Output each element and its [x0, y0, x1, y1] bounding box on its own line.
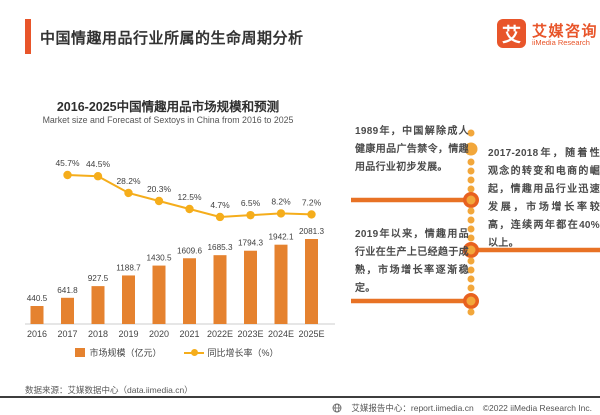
- bar-value-2025E: 2081.3: [299, 227, 324, 236]
- logo-glyph: 艾: [501, 25, 521, 46]
- x-tick-2020: 2020: [149, 329, 169, 339]
- title-accent-bar: [25, 19, 31, 54]
- bar-value-2021: 1609.6: [177, 246, 202, 255]
- logo-name-en: iiMedia Research: [532, 38, 590, 47]
- bar-2020: [152, 265, 166, 324]
- growth-dot-2018: [93, 172, 103, 181]
- growth-label-2022E: 4.7%: [210, 200, 230, 210]
- data-source-note: 数据来源：艾媒数据中心（data.iimedia.cn）: [25, 385, 193, 395]
- growth-dot-2019: [124, 188, 133, 198]
- legend-item-growth-rate: 同比增长率（%）: [183, 346, 279, 359]
- x-tick-2023E: 2023E: [237, 329, 263, 339]
- bar-2017: [61, 297, 74, 324]
- growth-dot-2025E: [307, 210, 316, 219]
- growth-label-2021: 12.5%: [177, 192, 202, 202]
- timeline-dot-chain: [463, 129, 479, 316]
- footer-right: 艾媒报告中心：report.iimedia.cn ©2022 iiMedia R…: [332, 402, 592, 414]
- growth-label-2024E: 8.2%: [271, 196, 291, 206]
- bar-2025E: [305, 239, 318, 324]
- growth-dot-2020: [154, 196, 164, 206]
- x-tick-2021: 2021: [179, 329, 199, 339]
- bar-value-2022E: 1685.3: [207, 243, 232, 252]
- chart-title: 2016-2025中国情趣用品市场规模和预测: [56, 100, 280, 114]
- x-tick-2016: 2016: [27, 329, 47, 339]
- growth-label-2025E: 7.2%: [302, 197, 322, 207]
- x-tick-2019: 2019: [118, 329, 138, 339]
- bar-swatch-icon: [75, 348, 86, 357]
- bar-value-2019: 1188.7: [116, 263, 141, 272]
- legend-label-market-size: 市场规模（亿元）: [89, 348, 162, 358]
- copyright-text: ©2022 iiMedia Research Inc.: [482, 403, 592, 413]
- footer-divider: [0, 396, 600, 398]
- growth-label-2017: 45.7%: [55, 158, 80, 168]
- growth-label-2019: 28.2%: [116, 176, 141, 186]
- page-title: 中国情趣用品行业所属的生命周期分析: [40, 30, 304, 47]
- bar-value-2023E: 1794.3: [238, 239, 263, 248]
- chart-legend: 市场规模（亿元） 同比增长率（%）: [10, 346, 344, 359]
- growth-dot-2021: [185, 204, 194, 214]
- annotation-2017-2018: 2017-2018年，随着性观念的转变和电商的崛起，情趣用品行业迅速发展，市场增…: [488, 148, 600, 249]
- bar-2022E: [213, 255, 227, 324]
- bar-2019: [122, 275, 135, 324]
- line-swatch-icon: [183, 349, 204, 356]
- bar-2016: [30, 306, 44, 324]
- bar-2024E: [274, 244, 288, 324]
- growth-label-2018: 44.5%: [86, 159, 111, 169]
- bar-value-2018: 927.5: [88, 274, 109, 283]
- x-tick-2022E: 2022E: [207, 329, 233, 339]
- growth-label-2020: 20.3%: [147, 184, 172, 194]
- growth-dot-2023E: [246, 210, 255, 220]
- iimedia-logo-icon: 艾: [497, 19, 526, 48]
- bar-value-2017: 641.8: [57, 286, 78, 295]
- x-tick-2018: 2018: [88, 329, 108, 339]
- globe-icon: [332, 403, 342, 413]
- x-tick-2025E: 2025E: [298, 329, 324, 339]
- report-center-link: 艾媒报告中心：report.iimedia.cn: [351, 403, 474, 413]
- annotation-2019: 2019年以来，情趣用品行业在生产上已经趋于成熟，市场增长率逐渐稳定。: [355, 229, 469, 294]
- bar-value-2024E: 1942.1: [268, 233, 293, 242]
- bar-2021: [183, 258, 196, 324]
- legend-label-growth-rate: 同比增长率（%）: [207, 348, 279, 358]
- growth-label-2023E: 6.5%: [241, 198, 261, 208]
- x-tick-2024E: 2024E: [268, 329, 294, 339]
- bar-value-2016: 440.5: [27, 294, 48, 303]
- chart-subtitle: Market size and Forecast of Sextoys in C…: [42, 115, 294, 125]
- bar-2018: [91, 286, 105, 324]
- bar-value-2020: 1430.5: [146, 254, 171, 263]
- growth-dot-2022E: [215, 212, 225, 222]
- growth-dot-2017: [63, 170, 72, 180]
- bar-2023E: [244, 250, 257, 324]
- annotation-1989: 1989年，中国解除成人健康用品广告禁令，情趣用品行业初步发展。: [355, 126, 469, 173]
- market-size-chart: 440.5 2016 641.8 2017 927.5 2018 1188.7 2019 143…: [25, 158, 335, 339]
- legend-item-market-size: 市场规模（亿元）: [75, 346, 162, 359]
- logo-name-cn: 艾媒咨询: [532, 23, 599, 40]
- timeline-graphic: [351, 129, 600, 316]
- x-tick-2017: 2017: [57, 329, 77, 339]
- timeline-connector-lines: [351, 197, 600, 304]
- growth-dot-2024E: [276, 209, 286, 218]
